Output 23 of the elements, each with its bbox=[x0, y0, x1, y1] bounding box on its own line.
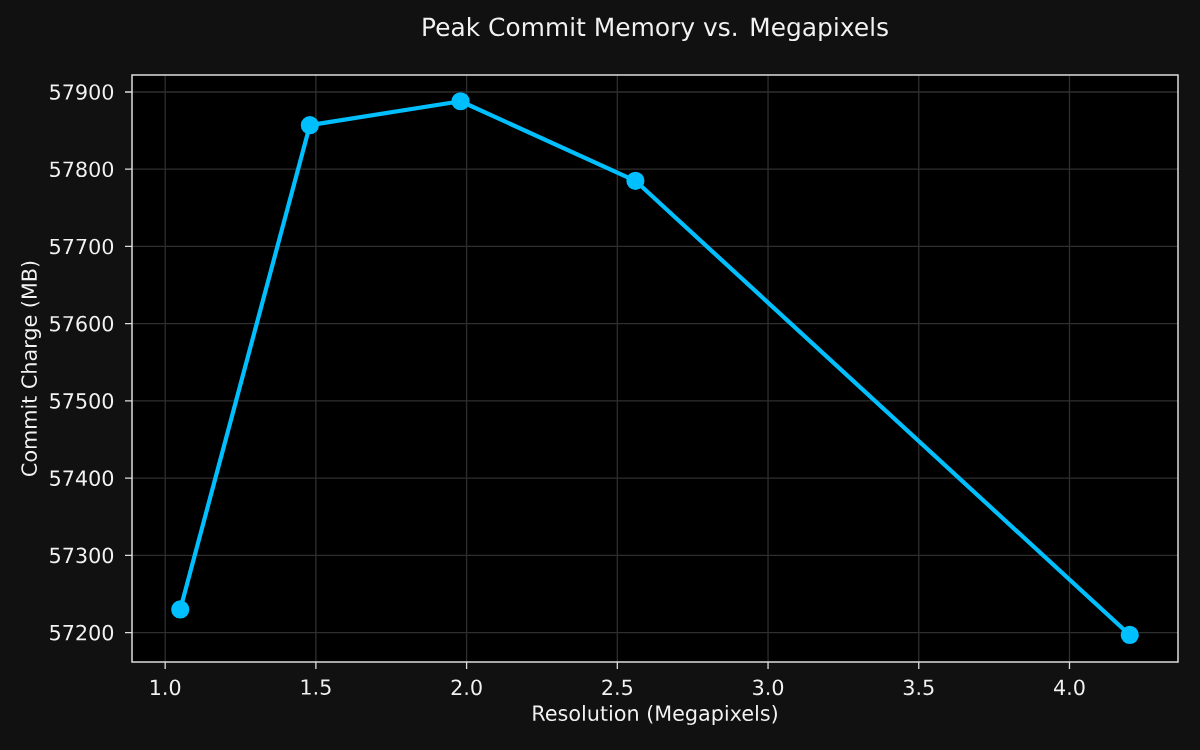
chart-title: Peak Commit Memory vs. Megapixels bbox=[423, 16, 888, 42]
y-tick-label: 57600 bbox=[50, 315, 114, 332]
y-tick-label: 57400 bbox=[50, 470, 114, 486]
x-axis-title: Resolution (Megapixels) bbox=[533, 704, 777, 726]
x-tick-label: 1.5 bbox=[301, 679, 331, 695]
y-tick-label: 57700 bbox=[50, 238, 114, 255]
x-tick-label: 2.0 bbox=[451, 679, 482, 696]
point bbox=[626, 171, 645, 190]
y-tick-label: 57800 bbox=[50, 161, 114, 178]
y-tick-label: 57300 bbox=[50, 547, 114, 564]
x-tick-label: 2.5 bbox=[602, 679, 632, 696]
x-tick-label: 3.0 bbox=[753, 679, 784, 696]
x-tick-label: 3.5 bbox=[903, 679, 934, 696]
point bbox=[300, 116, 319, 135]
y-axis-title: Commit Charge (MB) bbox=[20, 261, 41, 476]
y-tick-label: 57900 bbox=[50, 84, 114, 100]
y-tick-label: 57200 bbox=[50, 624, 114, 641]
x-tick-label: 1.0 bbox=[150, 679, 181, 696]
point bbox=[1120, 625, 1139, 645]
point bbox=[171, 600, 190, 619]
y-tick-label: 57500 bbox=[50, 393, 114, 409]
point bbox=[451, 92, 470, 111]
x-tick-label: 4.0 bbox=[1054, 679, 1085, 696]
